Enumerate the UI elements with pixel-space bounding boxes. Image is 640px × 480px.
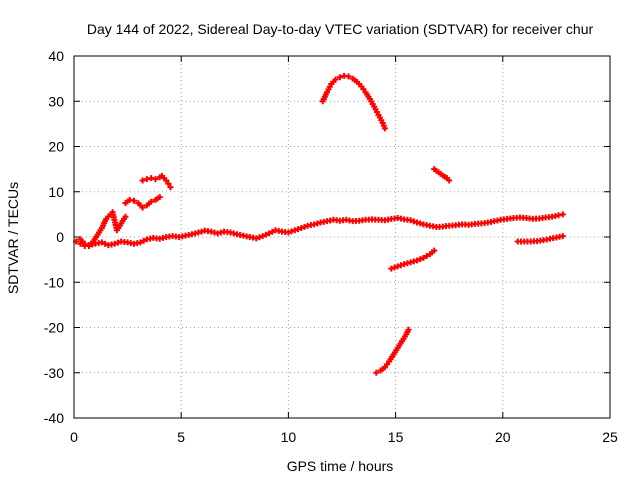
series-arc-high	[319, 72, 388, 132]
data-point	[388, 265, 395, 272]
data-point	[394, 263, 401, 270]
data-point	[98, 239, 105, 246]
series-arc-low	[373, 326, 412, 376]
data-point-fill	[397, 262, 404, 269]
series-upper-early	[139, 172, 174, 191]
data-point	[446, 177, 453, 184]
data-point	[291, 227, 298, 234]
x-tick-label: 15	[388, 429, 404, 445]
series-mid-negative	[388, 247, 438, 272]
data-point	[165, 180, 172, 187]
series-rise-early	[77, 209, 129, 250]
data-point	[559, 211, 566, 218]
data-point	[559, 233, 566, 240]
y-tick-label: -40	[44, 410, 64, 426]
data-point-fill	[256, 234, 263, 241]
series-upper-early-2	[122, 194, 163, 211]
y-tick-label: -10	[44, 274, 64, 290]
data-point	[332, 76, 339, 83]
y-tick-label: 10	[48, 184, 64, 200]
data-point	[156, 194, 163, 201]
data-point	[131, 197, 138, 204]
x-axis-label: GPS time / hours	[287, 458, 394, 474]
data-point	[405, 326, 412, 333]
y-tick-label: 0	[56, 229, 64, 245]
x-tick-label: 10	[281, 429, 297, 445]
data-point-fill	[262, 231, 269, 238]
data-point	[285, 229, 292, 236]
data-point	[414, 257, 421, 264]
x-tick-label: 25	[602, 429, 618, 445]
data-point	[152, 176, 159, 183]
data-point	[259, 233, 266, 240]
data-points	[73, 72, 566, 376]
data-point	[345, 73, 352, 80]
data-point	[167, 184, 174, 191]
data-point	[148, 198, 155, 205]
data-point	[407, 217, 414, 224]
data-point	[381, 125, 388, 132]
data-point	[139, 204, 146, 211]
y-tick-label: 20	[48, 139, 64, 155]
x-tick-label: 0	[70, 429, 78, 445]
data-point	[139, 177, 146, 184]
data-point	[137, 239, 144, 246]
y-tick-label: 30	[48, 93, 64, 109]
data-point-fill	[423, 253, 430, 260]
data-point-fill	[140, 237, 147, 244]
data-point-fill	[102, 240, 109, 247]
data-point	[420, 254, 427, 261]
data-point-fill	[295, 226, 302, 233]
data-point	[373, 369, 380, 376]
data-point-fill	[417, 256, 424, 263]
data-point	[431, 247, 438, 254]
chart-title: Day 144 of 2022, Sidereal Day-to-day VTE…	[87, 21, 594, 37]
data-point-fill	[288, 228, 295, 235]
x-tick-label: 20	[495, 429, 511, 445]
series-late-flat	[514, 233, 566, 245]
grid-lines	[74, 56, 610, 418]
data-point	[111, 240, 118, 247]
data-point-fill	[114, 239, 121, 246]
data-point	[266, 230, 273, 237]
data-point-fill	[301, 223, 308, 230]
data-point	[253, 235, 260, 242]
data-point-fill	[391, 264, 398, 271]
axis-ticks: 0 5 10 15 20 25 -40 -30 -20 -10 0 10 20 30 40	[44, 48, 618, 445]
y-axis-label: SDTVAR / TECUs	[5, 182, 21, 294]
x-tick-label: 5	[177, 429, 185, 445]
data-point-fill	[269, 228, 276, 235]
y-tick-label: 40	[48, 48, 64, 64]
data-point	[336, 74, 343, 81]
data-point-fill	[410, 218, 417, 225]
data-point	[163, 177, 170, 184]
series-short-positive	[431, 166, 453, 184]
data-point	[81, 240, 88, 247]
data-point	[122, 213, 129, 220]
y-tick-label: -20	[44, 320, 64, 336]
y-tick-label: -30	[44, 365, 64, 381]
data-point	[298, 224, 305, 231]
